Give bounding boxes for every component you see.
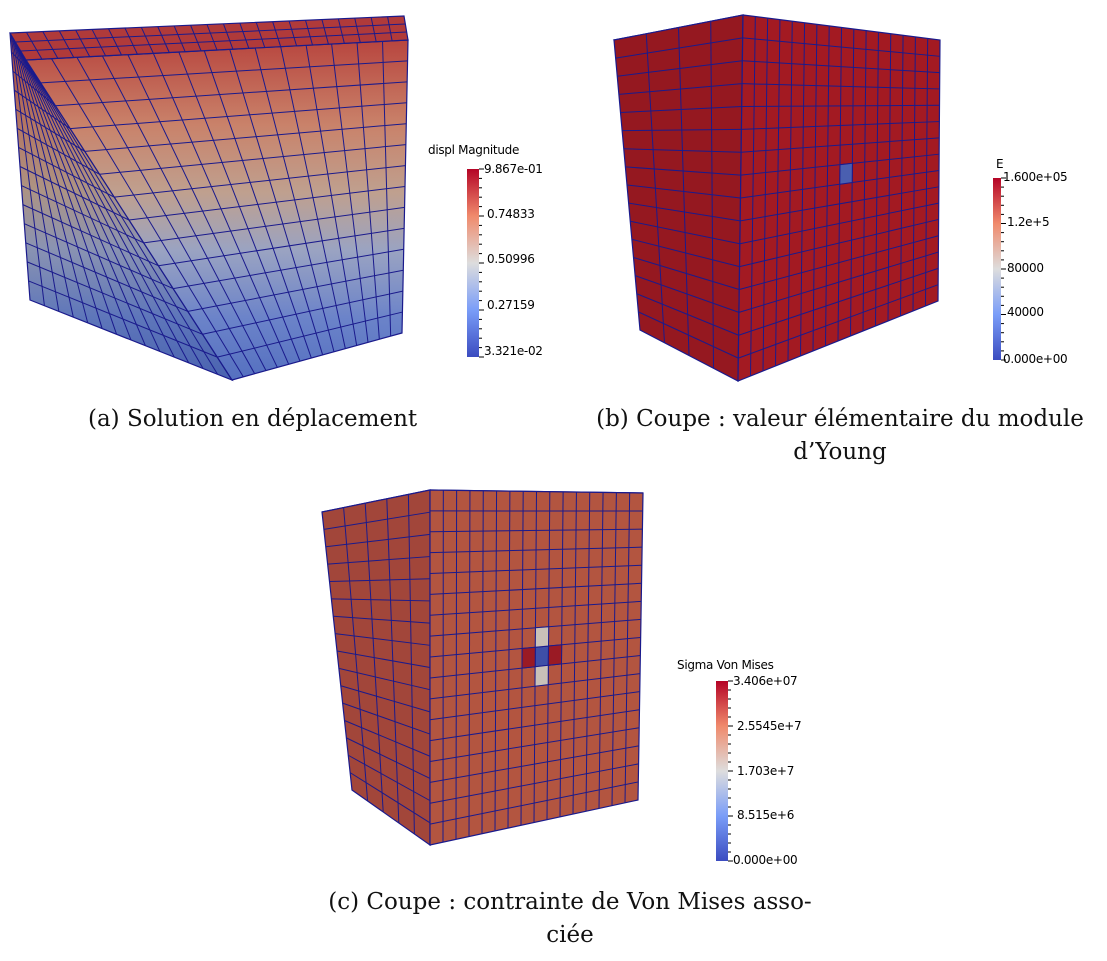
caption-a: (a) Solution en déplacement xyxy=(88,403,448,436)
legend-c-bar xyxy=(716,681,728,861)
legend-label-b-0: 1.600e+05 xyxy=(1003,170,1067,184)
caption-b-line1: (b) Coupe : valeur élémentaire du module xyxy=(580,403,1100,436)
legend-label-c-0: 3.406e+07 xyxy=(733,674,797,688)
legend-label-b-4: 0.000e+00 xyxy=(1003,352,1067,366)
slab-c-left-element xyxy=(522,647,535,668)
legend-label-a-1: 0.74833 xyxy=(487,207,535,221)
slab-b-soft-element xyxy=(840,163,853,184)
caption-b-line2: d’Young xyxy=(580,436,1100,469)
legend-label-c-2: 1.703e+7 xyxy=(737,764,794,778)
slab-c-lower-element xyxy=(535,665,548,686)
legend-label-c-1: 2.5545e+7 xyxy=(737,719,801,733)
legend-title-b: E xyxy=(996,157,1003,171)
slab-c-center-element xyxy=(535,646,548,667)
legend-label-c-3: 8.515e+6 xyxy=(737,808,794,822)
legend-label-b-2: 80000 xyxy=(1007,261,1044,275)
legend-label-c-4: 0.000e+00 xyxy=(733,853,797,867)
legend-label-b-3: 40000 xyxy=(1007,305,1044,319)
legend-title-a: displ Magnitude xyxy=(428,143,519,157)
caption-c-line1: (c) Coupe : contrainte de Von Mises asso… xyxy=(320,886,820,919)
legend-label-a-2: 0.50996 xyxy=(487,252,535,266)
legend-b-bar xyxy=(993,178,1001,360)
slab-c-upper-element xyxy=(535,627,548,648)
legend-label-b-1: 1.2e+5 xyxy=(1007,215,1049,229)
legend-label-a-3: 0.27159 xyxy=(487,298,535,312)
slab-b-front-face xyxy=(738,15,940,381)
legend-label-a-4: 3.321e-02 xyxy=(484,344,543,358)
legend-label-a-0: 9.867e-01 xyxy=(484,162,543,176)
legend-a-bar xyxy=(467,169,479,357)
legend-title-c: Sigma Von Mises xyxy=(677,658,774,672)
slab-c-front-face-grid-u xyxy=(456,490,457,839)
caption-c-line2: ciée xyxy=(320,919,820,952)
slab-c-right-element xyxy=(548,645,561,666)
slab-b-side-face xyxy=(614,15,743,381)
